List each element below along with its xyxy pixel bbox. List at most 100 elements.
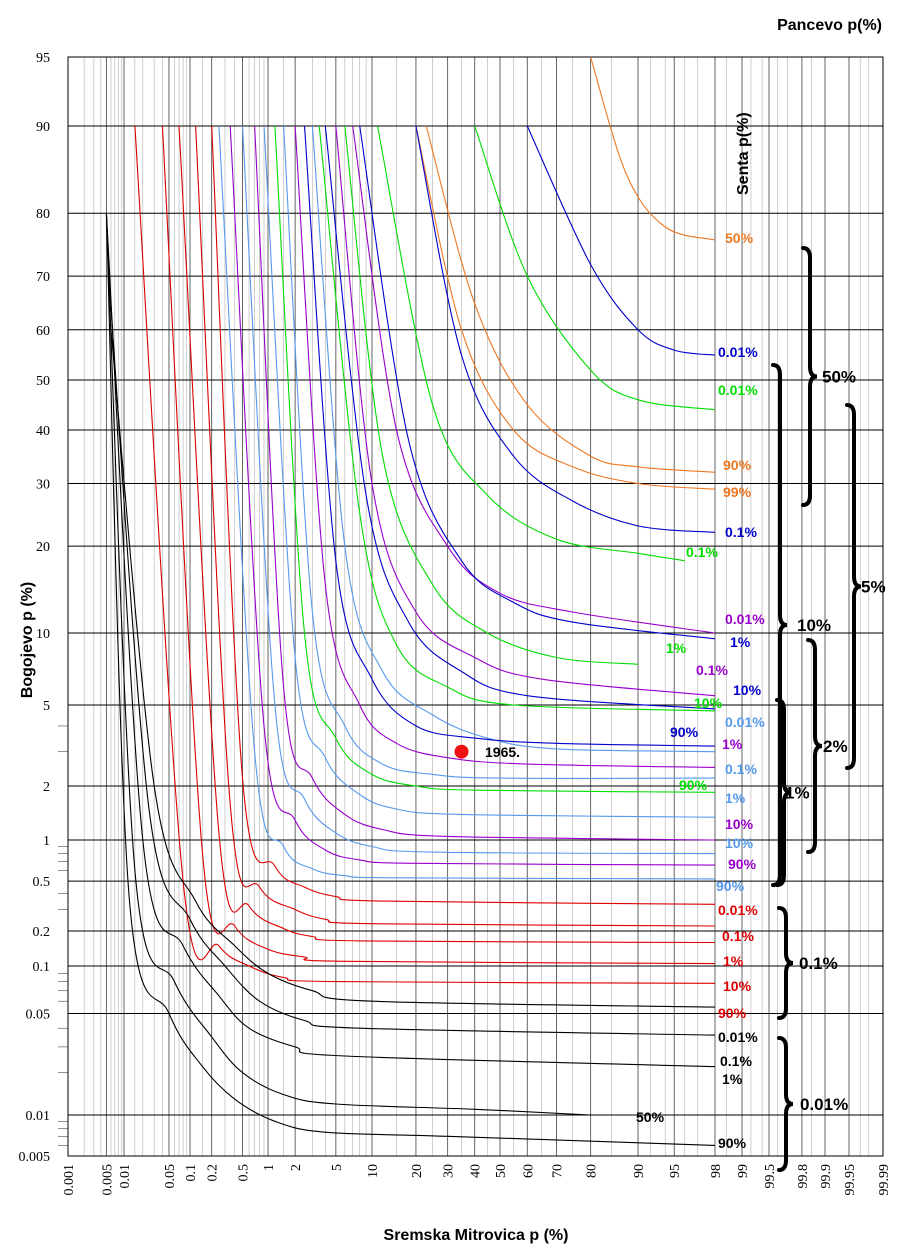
plot-frame (67, 56, 884, 1157)
series-curve (195, 125, 716, 927)
x-tick-label: 30 (442, 1164, 457, 1178)
series-curve (108, 276, 716, 1036)
series-curve (105, 213, 716, 1068)
y-tick-label: 90 (36, 120, 50, 135)
series-curve (241, 125, 716, 855)
y-tick-label: 30 (36, 478, 50, 493)
series-curve (105, 213, 716, 1146)
curve-label: 1% (725, 790, 746, 806)
x-tick-label: 99.99 (877, 1164, 892, 1196)
curve-label: 1% (723, 953, 744, 969)
x-tick-label: 2 (289, 1164, 304, 1171)
curve-label: 0.01% (718, 344, 758, 360)
series-curve (294, 125, 716, 768)
series-curve (229, 125, 716, 866)
brace (845, 403, 862, 770)
series-curve (590, 56, 716, 241)
curve-label: 0.1% (722, 928, 754, 944)
x-tick-label: 70 (550, 1164, 565, 1178)
curve-label: 0.1% (686, 544, 718, 560)
curve-label: 0.1% (696, 662, 728, 678)
y-tick-label: 0.05 (26, 1007, 51, 1022)
x-tick-label: 50 (494, 1164, 509, 1178)
event-point-1965 (454, 744, 469, 759)
x-tick-label: 0.2 (206, 1164, 221, 1182)
x-tick-label: 95 (668, 1164, 683, 1178)
y-tick-label: 5 (43, 699, 50, 714)
brace-label: 5% (861, 578, 886, 597)
x-tick-label: 0.01 (118, 1164, 133, 1189)
x-tick-label: 0.5 (237, 1164, 252, 1182)
minor-grid (58, 57, 870, 1156)
curve-label: 0.1% (725, 761, 757, 777)
y-axis-title: Bogojevo p (%) (19, 582, 36, 698)
brace (777, 1036, 794, 1172)
series-curve (359, 125, 716, 640)
x-tick-label: 99.8 (796, 1164, 811, 1189)
y-tick-label: 60 (36, 324, 50, 339)
series-curve (425, 125, 716, 473)
y-tick-label: 0.005 (19, 1150, 51, 1165)
brace (801, 246, 818, 507)
series-curve (303, 125, 716, 747)
series-curve (218, 125, 716, 880)
series-curve (415, 125, 716, 490)
brace-label: 1% (785, 784, 810, 803)
x-tick-label: 99 (736, 1164, 751, 1178)
top-right-label: Pancevo p(%) (777, 17, 882, 34)
brace (777, 906, 794, 1020)
curve-label: 10% (725, 835, 754, 851)
series-curve (254, 125, 716, 841)
y-tick-label: 0.5 (33, 875, 51, 890)
series-curve (474, 125, 716, 411)
brace (771, 363, 788, 887)
curve-label: 1% (722, 1071, 743, 1087)
curve-label: 90% (718, 1135, 747, 1151)
senta-label: Senta p(%) (735, 112, 752, 195)
y-tick-label: 50 (36, 374, 50, 389)
y-tick-label: 1 (43, 834, 50, 849)
x-tick-label: 99.9 (819, 1164, 834, 1189)
series-curve (376, 125, 685, 562)
series-curve (105, 213, 591, 1116)
y-tick-label: 40 (36, 424, 50, 439)
curve-label: 1% (666, 640, 687, 656)
curve-label: 90% (728, 856, 757, 872)
series-curve (134, 125, 716, 984)
series-curve (283, 125, 716, 779)
curve-label: 0.1% (720, 1053, 752, 1069)
series-curve (110, 329, 716, 1008)
curve-label: 0.1% (725, 524, 757, 540)
series-curve (311, 125, 716, 753)
curve-label: 90% (670, 724, 699, 740)
x-tick-label: 1 (262, 1164, 277, 1171)
series-curve (161, 125, 716, 965)
series-curve (344, 125, 639, 665)
curve-label: 50% (636, 1109, 665, 1125)
x-tick-label: 99.5 (763, 1164, 778, 1189)
curve-labels: 50%0.01%0.01%90%99%0.1%0.1%0.01%1%1%0.1%… (636, 230, 765, 1151)
x-axis-title: Sremska Mitrovica p (%) (384, 1227, 569, 1244)
curve-label: 10% (694, 695, 723, 711)
x-tick-label: 0.005 (100, 1164, 115, 1196)
series-curve (526, 125, 716, 356)
curve-label: 50% (725, 230, 754, 246)
curve-label: 90% (679, 777, 708, 793)
curve-label: 0.01% (725, 611, 765, 627)
brace-label: 2% (823, 737, 848, 756)
curve-label: 1% (722, 736, 743, 752)
y-tick-label: 0.01 (26, 1109, 51, 1124)
series-curve (263, 125, 716, 818)
brace (806, 638, 823, 854)
series-curve (324, 125, 716, 710)
series-curve (274, 125, 716, 793)
x-tick-label: 80 (585, 1164, 600, 1178)
brace-label: 0.01% (800, 1095, 848, 1114)
curve-label: 90% (718, 1005, 747, 1021)
event-label-1965: 1965. (485, 744, 520, 760)
x-tick-label: 0.1 (184, 1164, 199, 1182)
y-tick-label: 80 (36, 207, 50, 222)
y-tick-label: 0.2 (33, 925, 51, 940)
series-curve (178, 125, 716, 944)
